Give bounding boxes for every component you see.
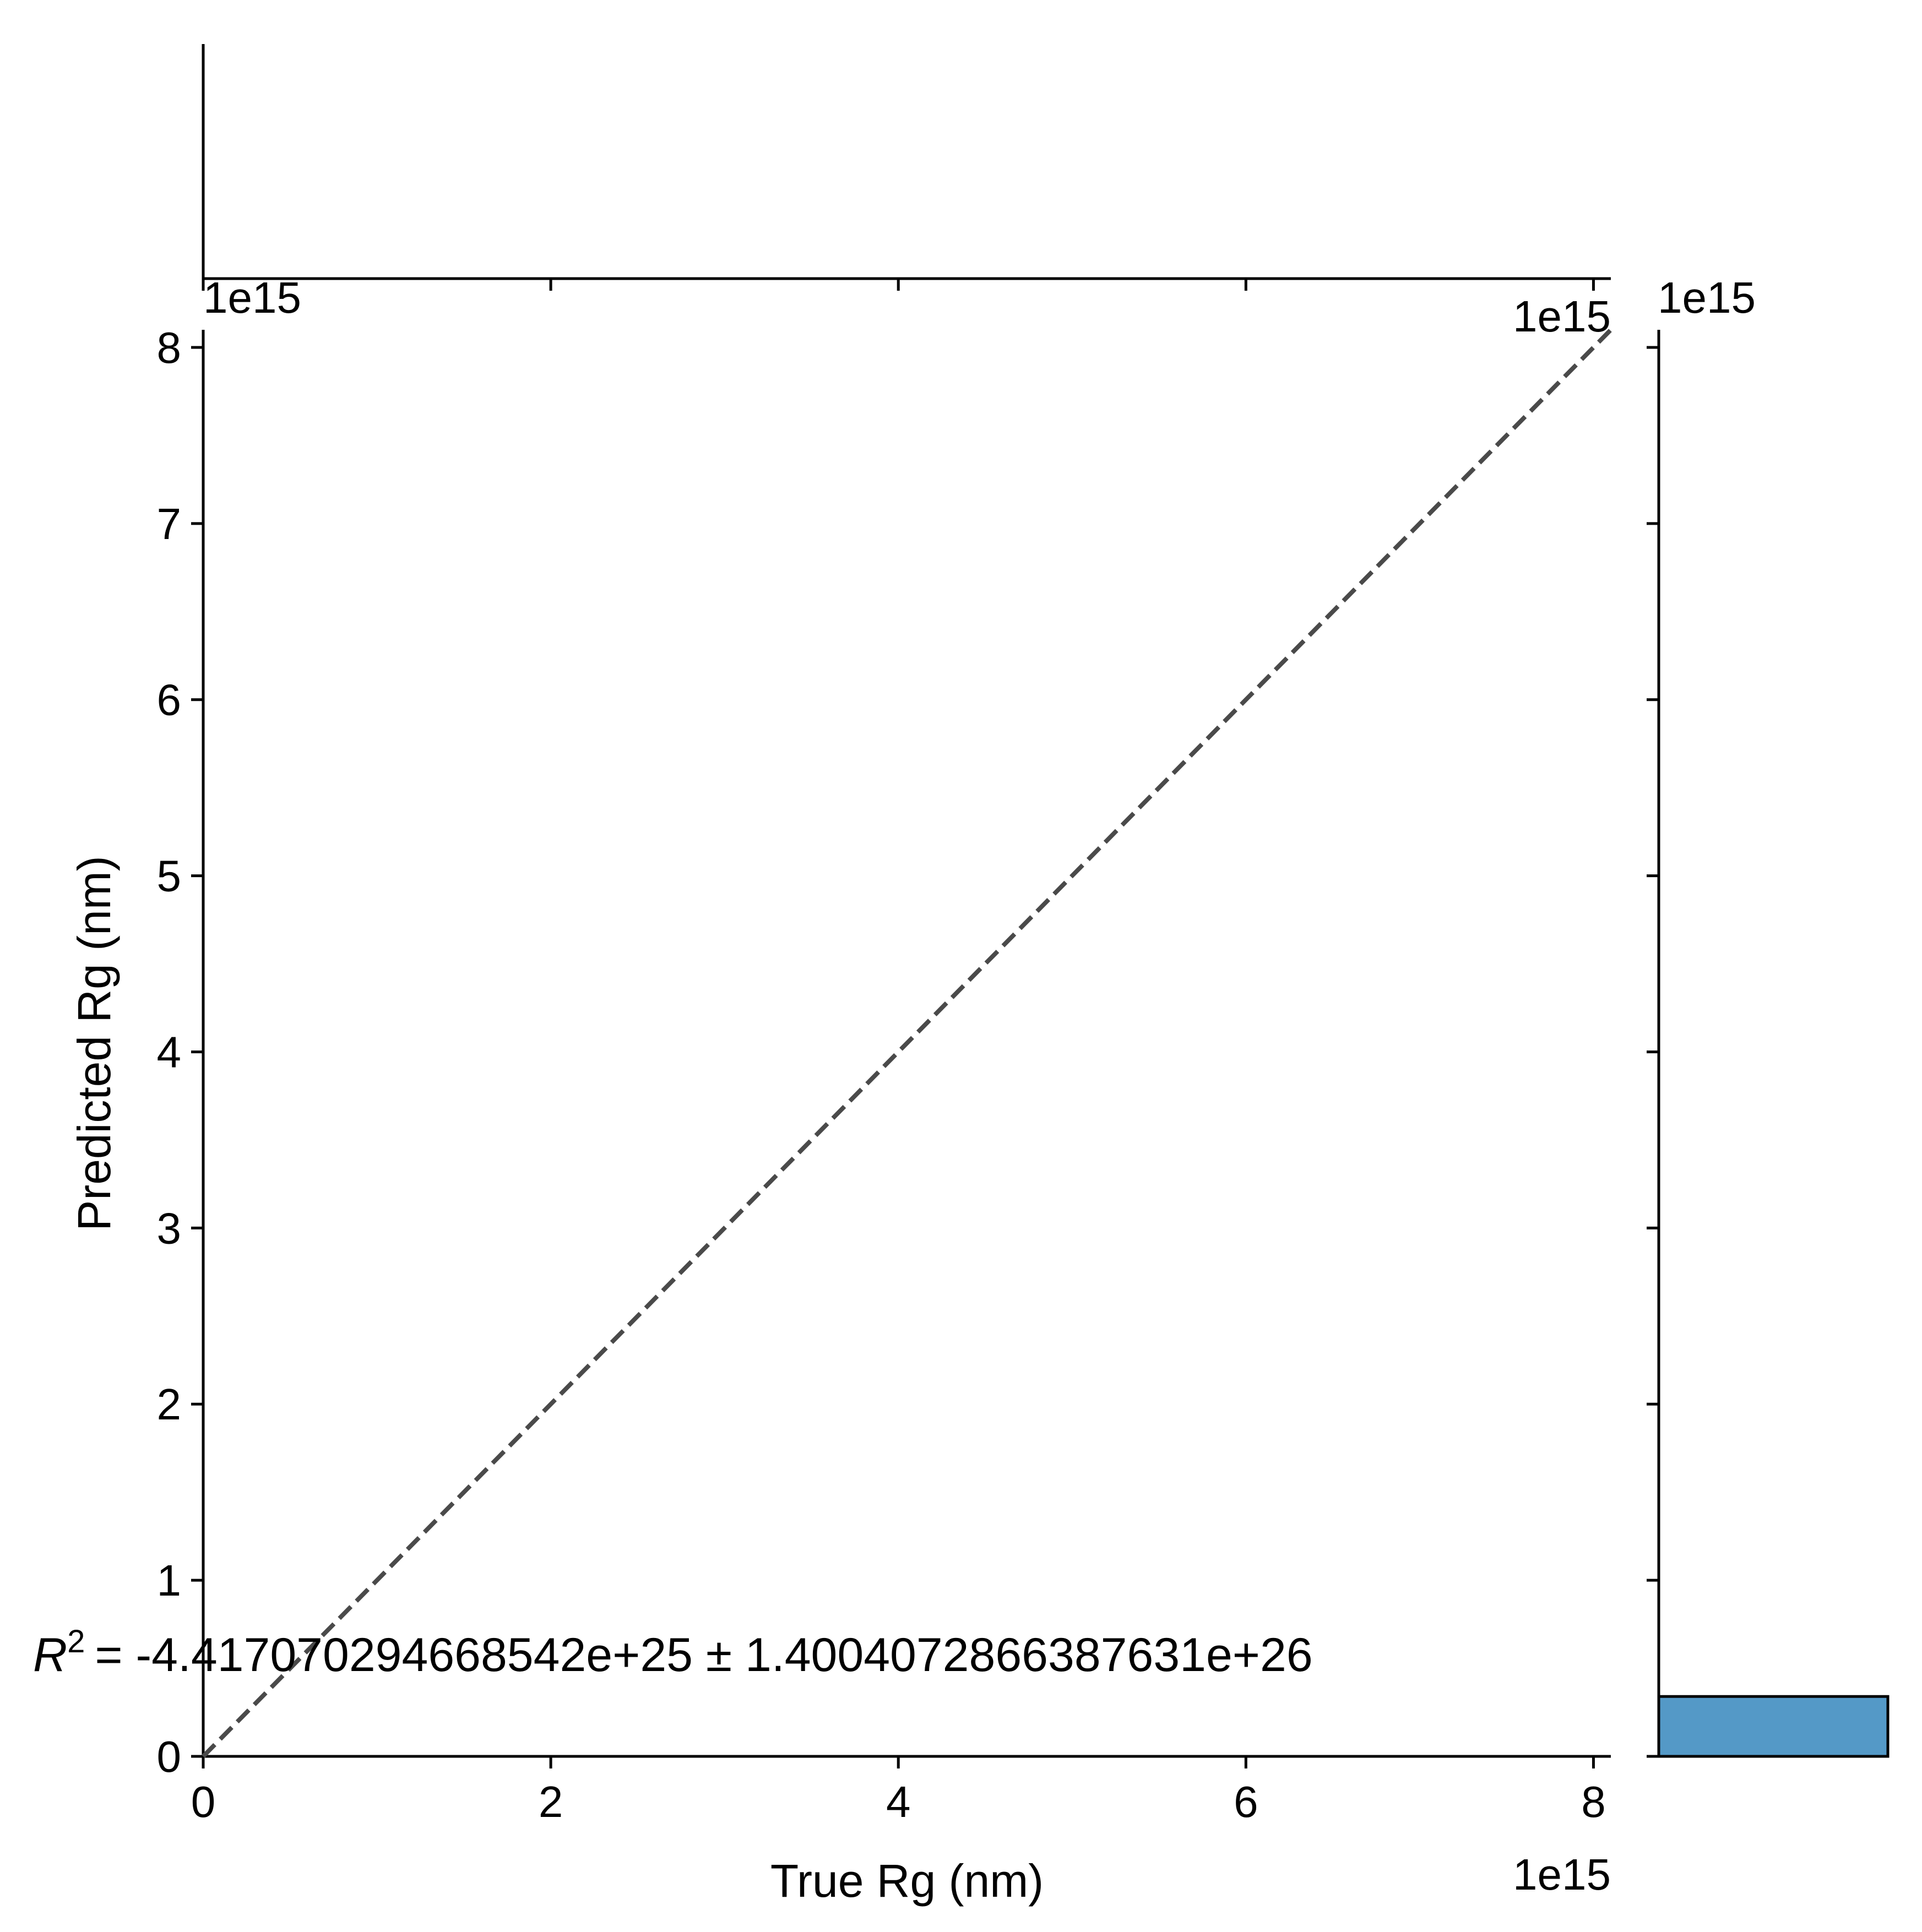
top-marginal-offset-text: 1e15 [203,273,301,322]
y-tick-label: 3 [157,1204,182,1253]
y-tick-label: 1 [157,1556,182,1605]
y-axis-ticks: 0 1 2 3 4 5 6 7 8 [157,323,203,1781]
r-superscript: 2 [67,1624,85,1659]
x-axis-label: True Rg (nm) [770,1855,1044,1907]
y-tick-label: 0 [157,1732,182,1781]
r-squared-value: = -4.417070294668542e+25 ± 1.40040728663… [95,1629,1312,1681]
r-symbol: R [33,1629,67,1681]
right-marginal-axes: 1e15 [1647,273,1890,1758]
x-axis-offset-text: 1e15 [1513,1850,1611,1899]
r-squared-annotation: R2 = -4.417070294668542e+25 ± 1.400407286… [33,1624,1313,1681]
y-tick-label: 6 [157,676,182,725]
y-tick-label: 8 [157,323,182,372]
y-axis-label: Predicted Rg (nm) [68,856,120,1231]
y-tick-label: 4 [157,1027,182,1076]
right-marginal-offset-text: 1e15 [1658,273,1756,322]
y-tick-label: 5 [157,852,182,901]
y-tick-label: 7 [157,499,182,548]
x-axis-ticks: 0 2 4 6 8 [191,1756,1606,1826]
right-marginal-histogram-bar [1657,1695,1890,1758]
x-tick-label: 0 [191,1777,216,1826]
right-marginal-ticks [1647,346,1659,1758]
top-marginal-ticks [202,279,1595,291]
x-tick-label: 6 [1234,1777,1258,1826]
y-axis-offset-text: 1e15 [1513,292,1611,341]
main-axes: 0 2 4 6 8 0 1 2 3 4 5 6 7 8 True Rg (nm) Predicted R… [33,292,1612,1907]
x-tick-label: 2 [539,1777,563,1826]
identity-reference-line [202,328,1612,1758]
y-tick-label: 2 [157,1380,182,1429]
x-tick-label: 8 [1581,1777,1606,1826]
top-marginal-axes: 1e15 [202,44,1611,322]
x-tick-label: 4 [886,1777,911,1826]
